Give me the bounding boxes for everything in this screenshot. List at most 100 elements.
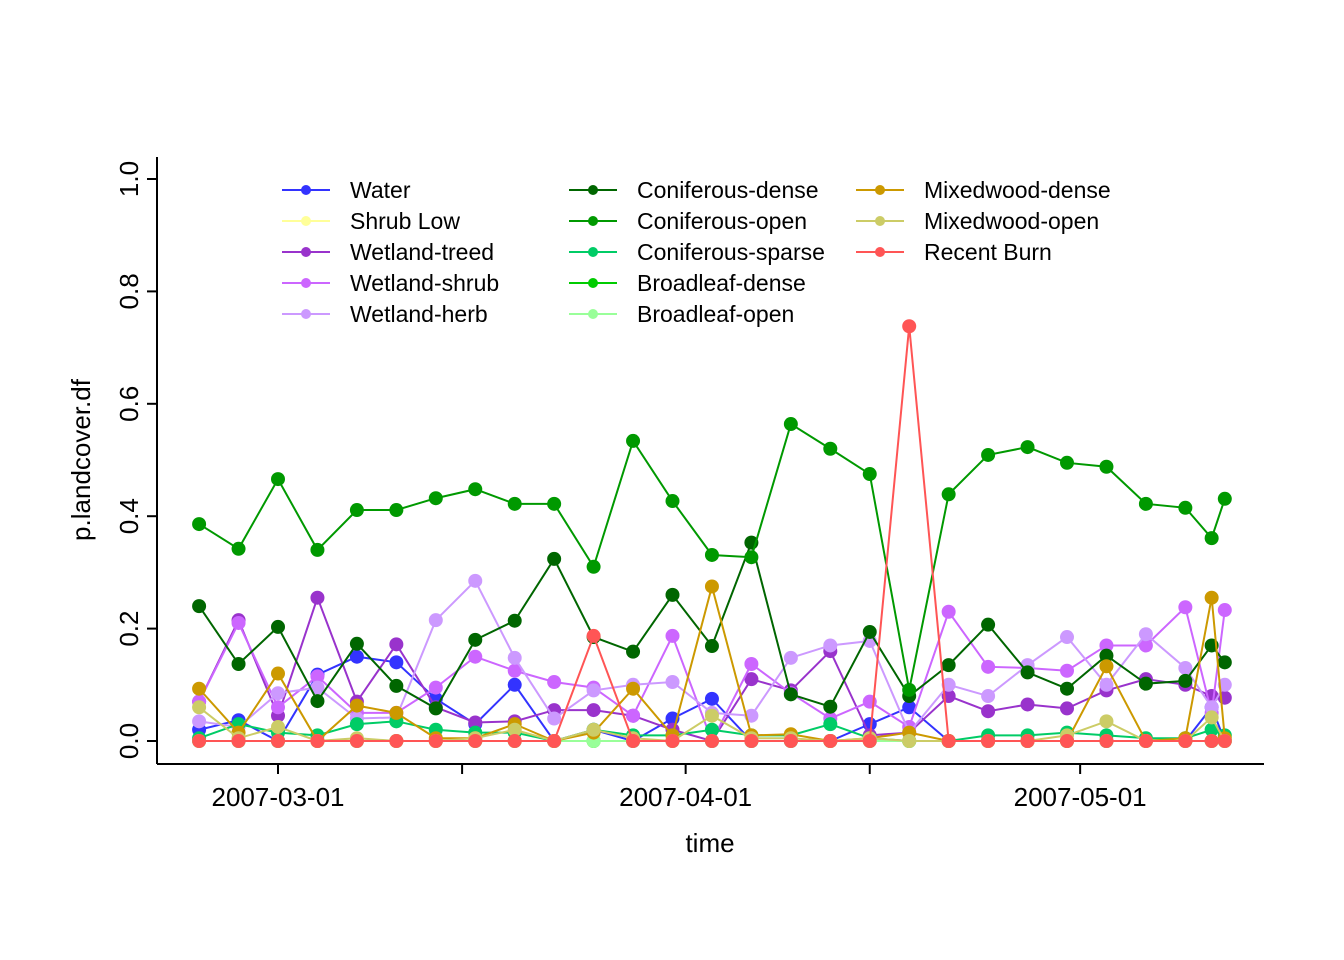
data-point	[941, 487, 956, 502]
x-tick-label: 2007-03-01	[212, 782, 345, 812]
data-point	[981, 689, 996, 704]
legend-item: Shrub Low	[282, 208, 460, 234]
legend-item: Coniferous-dense	[569, 177, 819, 203]
legend-label: Broadleaf-open	[637, 301, 794, 327]
data-point	[468, 573, 483, 588]
series-line	[198, 605, 1226, 744]
data-point	[902, 700, 917, 715]
data-point	[271, 472, 285, 487]
data-point	[231, 615, 246, 630]
legend-marker	[301, 185, 311, 195]
data-point	[1178, 500, 1193, 515]
data-point	[428, 613, 443, 628]
data-point	[349, 734, 364, 748]
data-point	[1138, 676, 1153, 691]
data-point	[941, 658, 956, 673]
data-point	[1099, 659, 1114, 674]
data-point	[1020, 697, 1035, 712]
data-point	[1178, 673, 1193, 688]
data-point	[192, 681, 207, 696]
legend: Water Shrub Low Wetland-treed Wetland-shrub…	[282, 177, 1111, 327]
data-point	[744, 657, 759, 672]
legend-item: Mixedwood-open	[856, 208, 1099, 234]
data-point	[271, 666, 285, 681]
data-point	[389, 705, 404, 720]
data-point	[626, 734, 641, 748]
legend-item: Recent Burn	[856, 239, 1052, 265]
data-point	[310, 694, 325, 709]
data-point	[665, 628, 680, 643]
series-line	[198, 594, 1225, 743]
data-point	[586, 722, 601, 737]
data-point	[941, 677, 956, 692]
data-point	[1138, 627, 1153, 642]
series-line	[198, 582, 1226, 743]
data-point	[1204, 700, 1219, 715]
data-point	[1060, 455, 1074, 470]
legend-item: Water	[282, 177, 411, 203]
data-point	[1178, 734, 1193, 748]
legend-label: Recent Burn	[924, 239, 1052, 265]
data-point	[1204, 710, 1219, 725]
data-point	[744, 550, 759, 565]
data-point	[902, 734, 917, 748]
data-point	[310, 590, 325, 605]
data-point	[704, 734, 719, 748]
data-point	[428, 734, 443, 748]
data-point	[1217, 734, 1232, 748]
data-point	[231, 657, 246, 672]
data-point	[586, 559, 601, 574]
series-layer	[192, 319, 1232, 748]
data-point	[1138, 638, 1153, 653]
legend-item: Broadleaf-open	[569, 301, 794, 327]
data-point	[823, 734, 838, 748]
legend-item: Wetland-shrub	[282, 270, 499, 296]
data-point	[783, 417, 798, 432]
data-point	[1204, 531, 1219, 546]
series-line	[198, 579, 1226, 735]
data-point	[1060, 663, 1074, 678]
data-point	[507, 663, 522, 678]
data-point	[349, 717, 364, 732]
x-tick-label: 2007-05-01	[1014, 782, 1147, 812]
series-line	[199, 326, 1225, 742]
legend-label: Coniferous-dense	[637, 177, 819, 203]
data-point	[349, 649, 364, 664]
data-point	[310, 542, 325, 557]
data-point	[428, 491, 443, 506]
data-point	[389, 678, 404, 693]
legend-marker	[588, 278, 598, 288]
data-point	[310, 669, 325, 684]
data-point	[981, 734, 996, 748]
data-point	[1099, 734, 1114, 748]
data-point	[981, 704, 996, 719]
legend-marker	[301, 216, 311, 226]
data-point	[1138, 496, 1153, 511]
data-point	[1204, 722, 1219, 737]
series-mixedwood-dense	[192, 579, 1232, 748]
legend-marker	[875, 247, 885, 257]
data-point	[1060, 681, 1074, 696]
series-line	[198, 720, 1226, 743]
legend-marker	[588, 309, 598, 319]
legend-item: Wetland-treed	[282, 239, 494, 265]
data-point	[507, 734, 522, 748]
series-line	[198, 422, 1226, 691]
data-point	[1204, 590, 1219, 605]
data-point	[665, 587, 680, 602]
legend-marker	[875, 185, 885, 195]
data-point	[902, 319, 917, 334]
data-point	[507, 650, 522, 665]
legend-label: Wetland-shrub	[350, 270, 499, 296]
data-point	[783, 687, 798, 702]
data-point	[192, 517, 207, 532]
data-point	[1217, 491, 1232, 506]
data-point	[468, 649, 483, 664]
data-point	[389, 637, 404, 652]
data-point	[1020, 440, 1035, 455]
legend-marker	[588, 216, 598, 226]
y-ticks: 0.0 0.2 0.4 0.6 0.8 1.0	[114, 161, 157, 759]
data-point	[271, 734, 285, 748]
y-tick-label: 0.2	[114, 611, 144, 647]
legend-label: Coniferous-sparse	[637, 239, 825, 265]
